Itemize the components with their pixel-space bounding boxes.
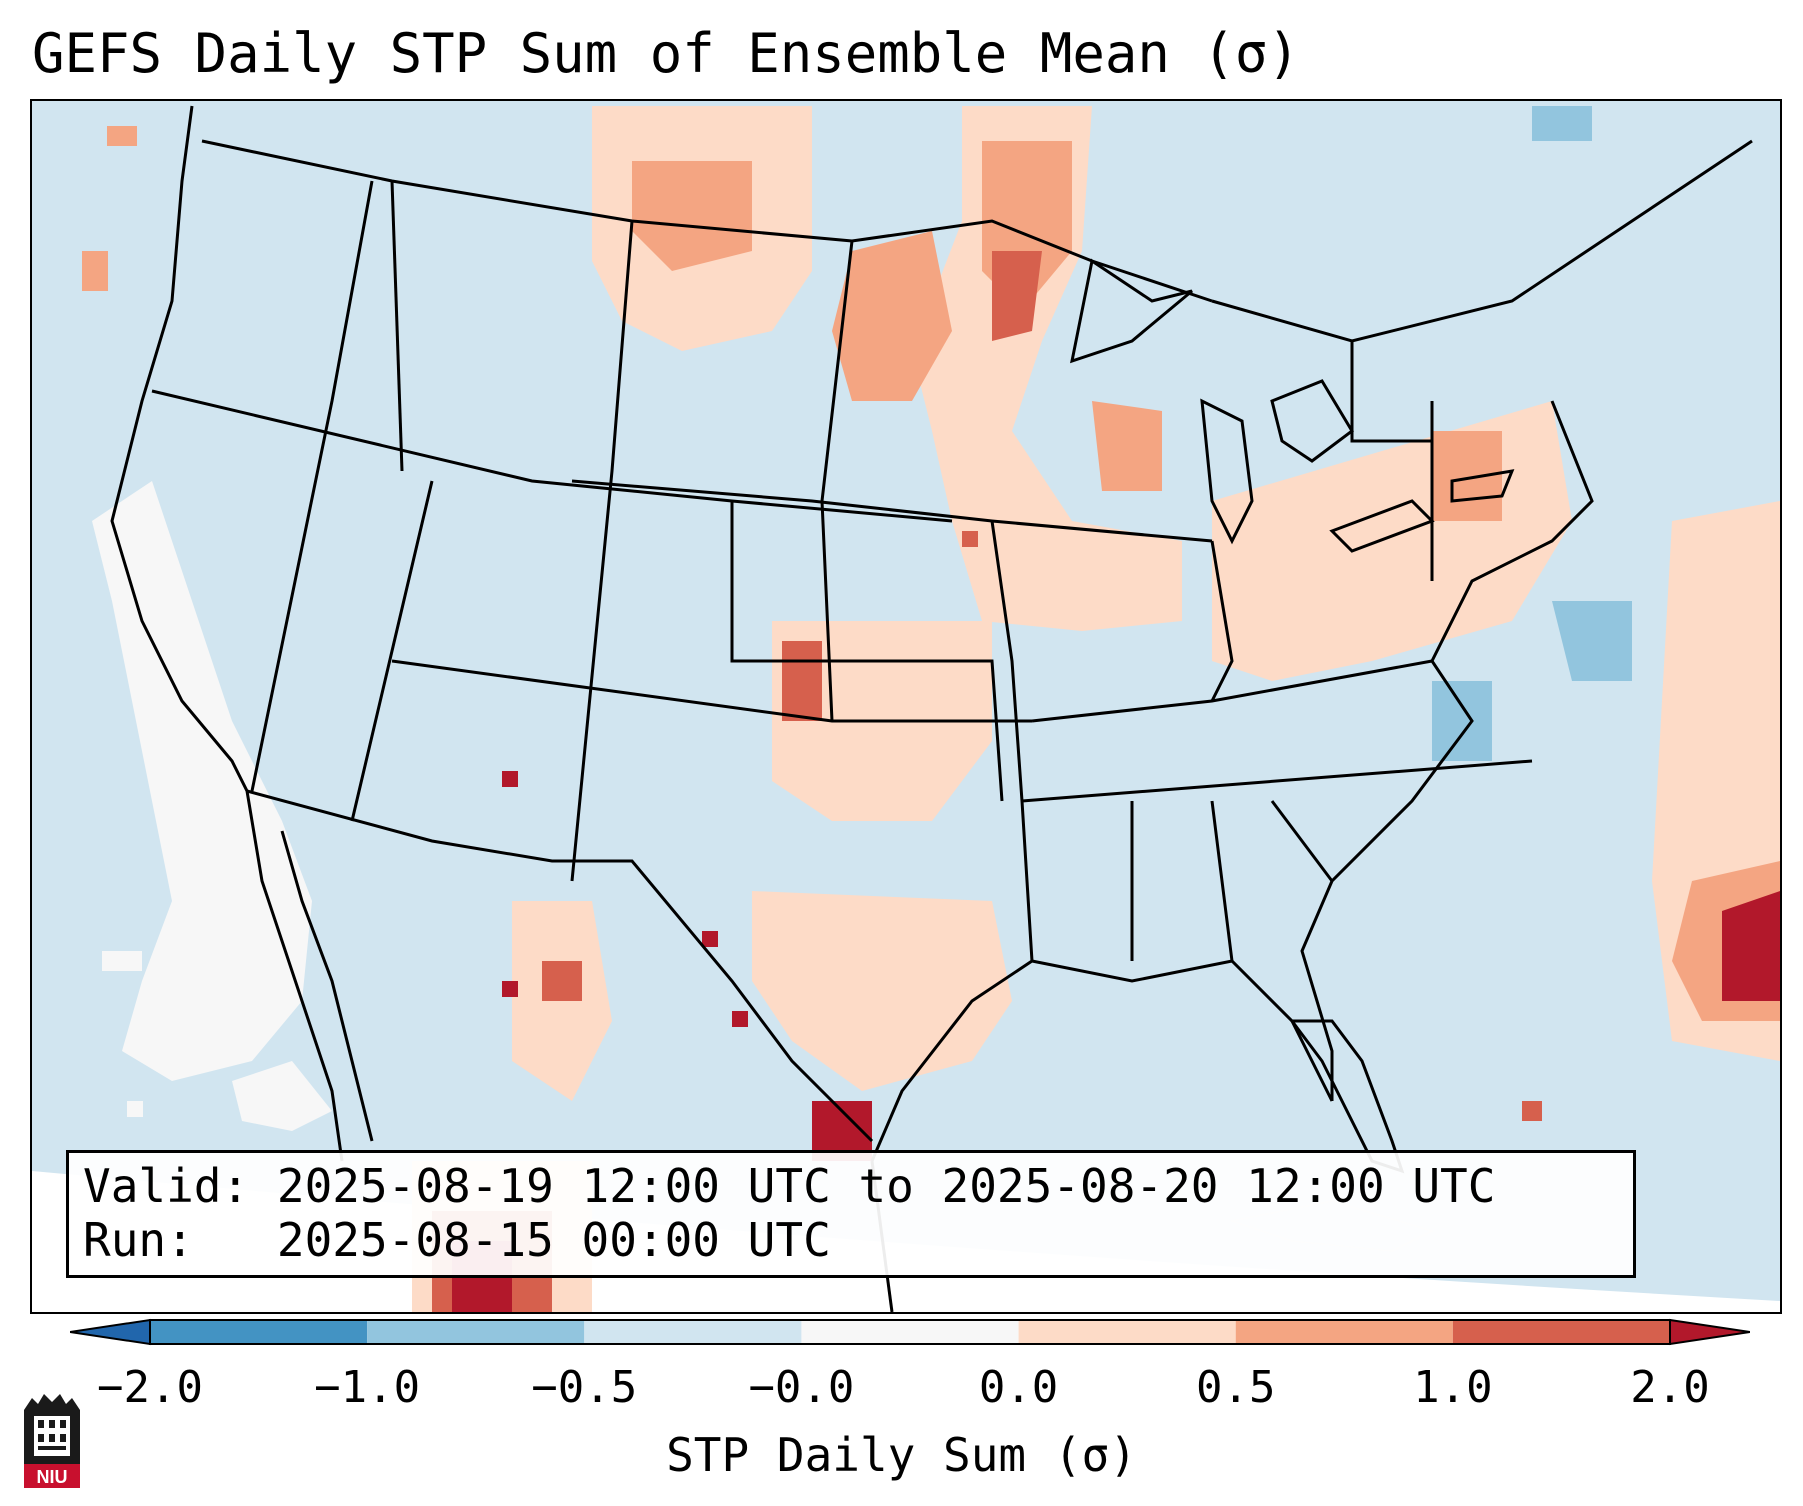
stp-anomaly-shading (82, 106, 1780, 1312)
run-time: 2025-08-15 00:00 UTC (276, 1213, 831, 1267)
colorbar-bins (149, 1319, 1671, 1345)
valid-time-range: 2025-08-19 12:00 UTC to 2025-08-20 12:00… (276, 1159, 1496, 1213)
colorbar-tick-label: −0.0 (748, 1362, 855, 1413)
colorbar-bin (801, 1320, 1019, 1344)
colorbar-tick-label: −2.0 (97, 1362, 203, 1413)
niu-logo: NIU (24, 1394, 80, 1488)
valid-run-info-box: Valid: 2025-08-19 12:00 UTC to 2025-08-2… (66, 1150, 1636, 1278)
valid-label: Valid: (83, 1159, 250, 1213)
colorbar-tick-label: −1.0 (314, 1362, 421, 1413)
colorbar-tick-label: 0.5 (1195, 1362, 1276, 1413)
map-panel (30, 99, 1782, 1314)
colorbar-tick-label: 1.0 (1413, 1362, 1493, 1413)
colorbar-label: STP Daily Sum (σ) (666, 1428, 1137, 1482)
colorbar-tick-labels: −2.0 −1.0 −0.5 −0.0 0.0 0.5 1.0 2.0 (0, 1362, 1803, 1422)
colorbar-bin (150, 1320, 368, 1344)
colorbar-tick-label: −0.5 (531, 1362, 638, 1413)
colorbar-bin (1452, 1320, 1670, 1344)
colorbar-bin (1018, 1320, 1236, 1344)
colorbar-tick-label: 2.0 (1630, 1362, 1710, 1413)
map-title: GEFS Daily STP Sum of Ensemble Mean (σ) (32, 22, 1300, 85)
colorbar (70, 1318, 1750, 1346)
colorbar-bin (367, 1320, 585, 1344)
colorbar-bin (1235, 1320, 1453, 1344)
colorbar-over-arrow (1669, 1318, 1750, 1346)
run-label: Run: (83, 1213, 194, 1267)
colorbar-tick-label: 0.0 (978, 1362, 1059, 1413)
svg-text:NIU: NIU (37, 1467, 68, 1487)
map-canvas (32, 101, 1780, 1312)
colorbar-bin (584, 1320, 802, 1344)
colorbar-under-arrow (70, 1318, 151, 1346)
